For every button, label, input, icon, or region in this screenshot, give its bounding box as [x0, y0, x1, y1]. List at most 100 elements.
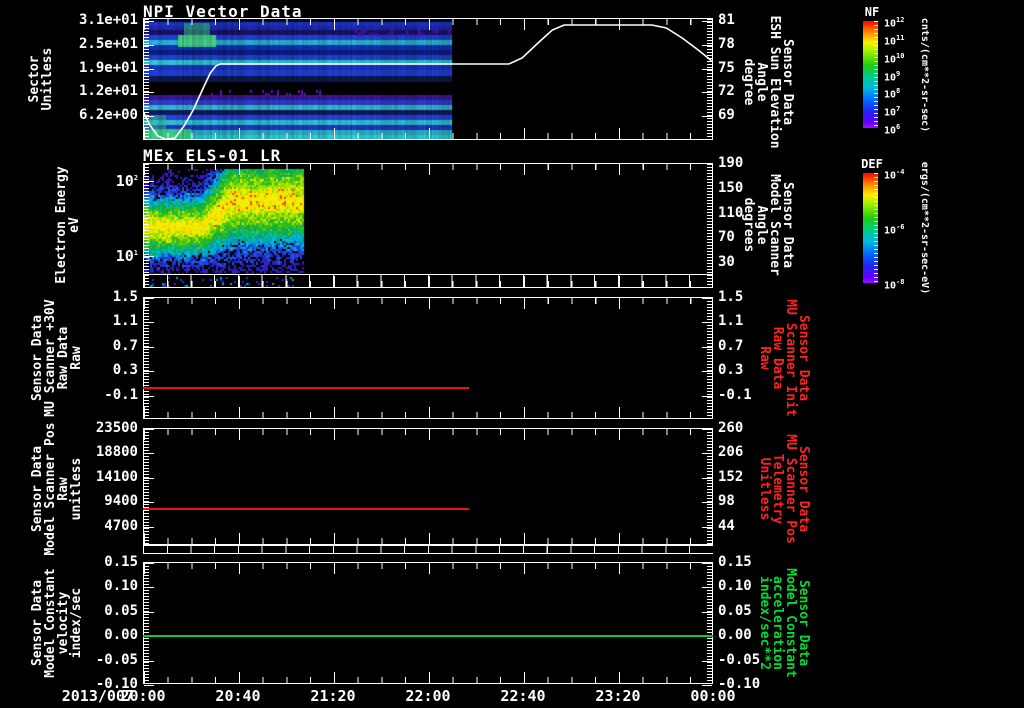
y-minor-ticks-left: [144, 298, 149, 418]
y-major-tick: [144, 453, 154, 455]
y-major-tick: [144, 44, 154, 46]
els-bottom-tick-strip: [143, 275, 713, 288]
y-minor-ticks-left: [144, 164, 149, 287]
right-tick-label: 206: [718, 444, 744, 461]
y-major-tick: [702, 68, 712, 70]
y-minor-ticks-right: [707, 164, 712, 287]
right-tick-label: 152: [718, 468, 744, 485]
x-major-ticks-top: [144, 563, 712, 574]
y-tick-label: -0.10: [95, 676, 138, 692]
x-major-ticks-top: [144, 164, 712, 175]
data-line-model-scanner-pos: [143, 508, 470, 511]
x-major-ticks-bottom: [144, 407, 712, 418]
right-tick-label: 81: [718, 12, 735, 28]
y-tick-label: 3.1e+01: [78, 12, 138, 28]
y-minor-ticks-left: [144, 19, 149, 139]
colorbar-title-nf: NF: [864, 5, 880, 19]
x-major-ticks-top: [144, 298, 712, 309]
y-major-tick: [702, 298, 712, 299]
right-tick-label: 150: [718, 179, 744, 196]
y-tick-label: 0.3: [112, 362, 138, 379]
right-tick-label: 190: [718, 155, 744, 171]
y-major-tick: [144, 181, 154, 182]
y-tick-label: 1.5: [112, 289, 138, 305]
y-major-tick: [144, 21, 154, 22]
y-major-tick: [702, 346, 712, 348]
y-major-tick: [702, 44, 712, 46]
y-tick-label: 1.9e+01: [78, 59, 138, 76]
x-major-ticks-bottom: [144, 672, 712, 683]
y-major-tick: [144, 395, 154, 397]
y-tick-label: 1.1: [112, 313, 138, 330]
y-major-tick: [702, 429, 712, 430]
right-tick-label: -0.10: [718, 676, 761, 692]
y-major-tick: [702, 322, 712, 324]
colorbar-tick-label: 106: [884, 123, 901, 137]
y-axis-label-scanpos: Sensor Data Model Scanner Pos Raw unitle…: [30, 422, 84, 556]
right-tick-label: 72: [718, 83, 735, 100]
y-major-tick: [144, 660, 154, 662]
y-major-tick: [702, 685, 712, 686]
y-tick-label: 0.15: [104, 554, 138, 570]
y-major-tick: [144, 322, 154, 324]
y-minor-ticks-right: [707, 563, 712, 683]
colorbar-tick-label: 10-8: [884, 278, 905, 292]
y-major-tick: [144, 477, 154, 479]
y-tick-label: 4700: [104, 517, 138, 534]
right-tick-label: 30: [718, 254, 735, 270]
y-major-tick: [702, 587, 712, 589]
x-axis-tick-label: 20:40: [215, 687, 261, 705]
y-tick-label: 23500: [95, 420, 138, 436]
y-major-tick: [144, 563, 154, 564]
data-line-model-constant-velocity: [143, 635, 713, 638]
colorbar-ticks: [874, 173, 878, 283]
right-tick-label: 0.05: [718, 602, 752, 619]
y-major-tick: [144, 611, 154, 613]
right-tick-label: 0.10: [718, 578, 752, 595]
colorbar-nf: [863, 21, 878, 128]
plot-panel-mu-scanner-30v: [143, 297, 713, 419]
y-major-tick: [702, 660, 712, 662]
plot-panel-model-constant-velocity: [143, 562, 713, 686]
y-major-tick: [702, 563, 712, 564]
y-major-tick: [144, 68, 154, 70]
y-tick-label: 2.5e+01: [78, 35, 138, 52]
y-major-tick: [144, 685, 154, 686]
right-tick-label: 110: [718, 204, 744, 221]
x-axis-tick-label: 23:20: [595, 687, 641, 705]
panel-title-npi: NPI Vector Data: [143, 2, 303, 21]
spectrogram-canvas-npi: [144, 19, 712, 139]
spectrogram-canvas-els: [144, 164, 712, 287]
y-tick-label: 0.05: [104, 602, 138, 619]
right-tick-label: 0.15: [718, 554, 752, 570]
y-major-tick: [702, 502, 712, 504]
y-major-tick: [144, 298, 154, 299]
y-major-tick: [144, 92, 154, 94]
right-tick-label: -0.1: [718, 386, 752, 403]
y-tick-label: 0.00: [104, 627, 138, 644]
y-tick-label: -0.1: [104, 386, 138, 403]
x-major-ticks-bottom: [144, 533, 712, 544]
y-tick-label: 14100: [95, 468, 138, 485]
colorbar-tick-label: 108: [884, 87, 901, 101]
y-tick-label: 1.2e+01: [78, 83, 138, 100]
colorbar-title-def: DEF: [861, 157, 883, 171]
y-minor-ticks-right: [707, 429, 712, 544]
y-minor-ticks-right: [707, 19, 712, 139]
colorbar-tick-label: 1012: [884, 16, 905, 30]
right-tick-label: 1.5: [718, 289, 744, 305]
right-tick-label: 260: [718, 420, 744, 436]
right-tick-label: 0.7: [718, 337, 744, 354]
y-major-tick: [702, 21, 712, 22]
x-major-ticks-bottom: [144, 128, 712, 139]
y-major-tick: [702, 92, 712, 94]
colorbar-tick-label: 1011: [884, 33, 905, 48]
x-axis-date-label: 2013/007: [61, 687, 134, 705]
x-major-ticks-top: [144, 429, 712, 440]
y-major-tick: [702, 371, 712, 373]
right-tick-label: 98: [718, 493, 735, 510]
y-major-tick: [144, 526, 154, 528]
x-axis-tick-label: 22:40: [500, 687, 546, 705]
x-major-ticks-top: [144, 19, 712, 30]
